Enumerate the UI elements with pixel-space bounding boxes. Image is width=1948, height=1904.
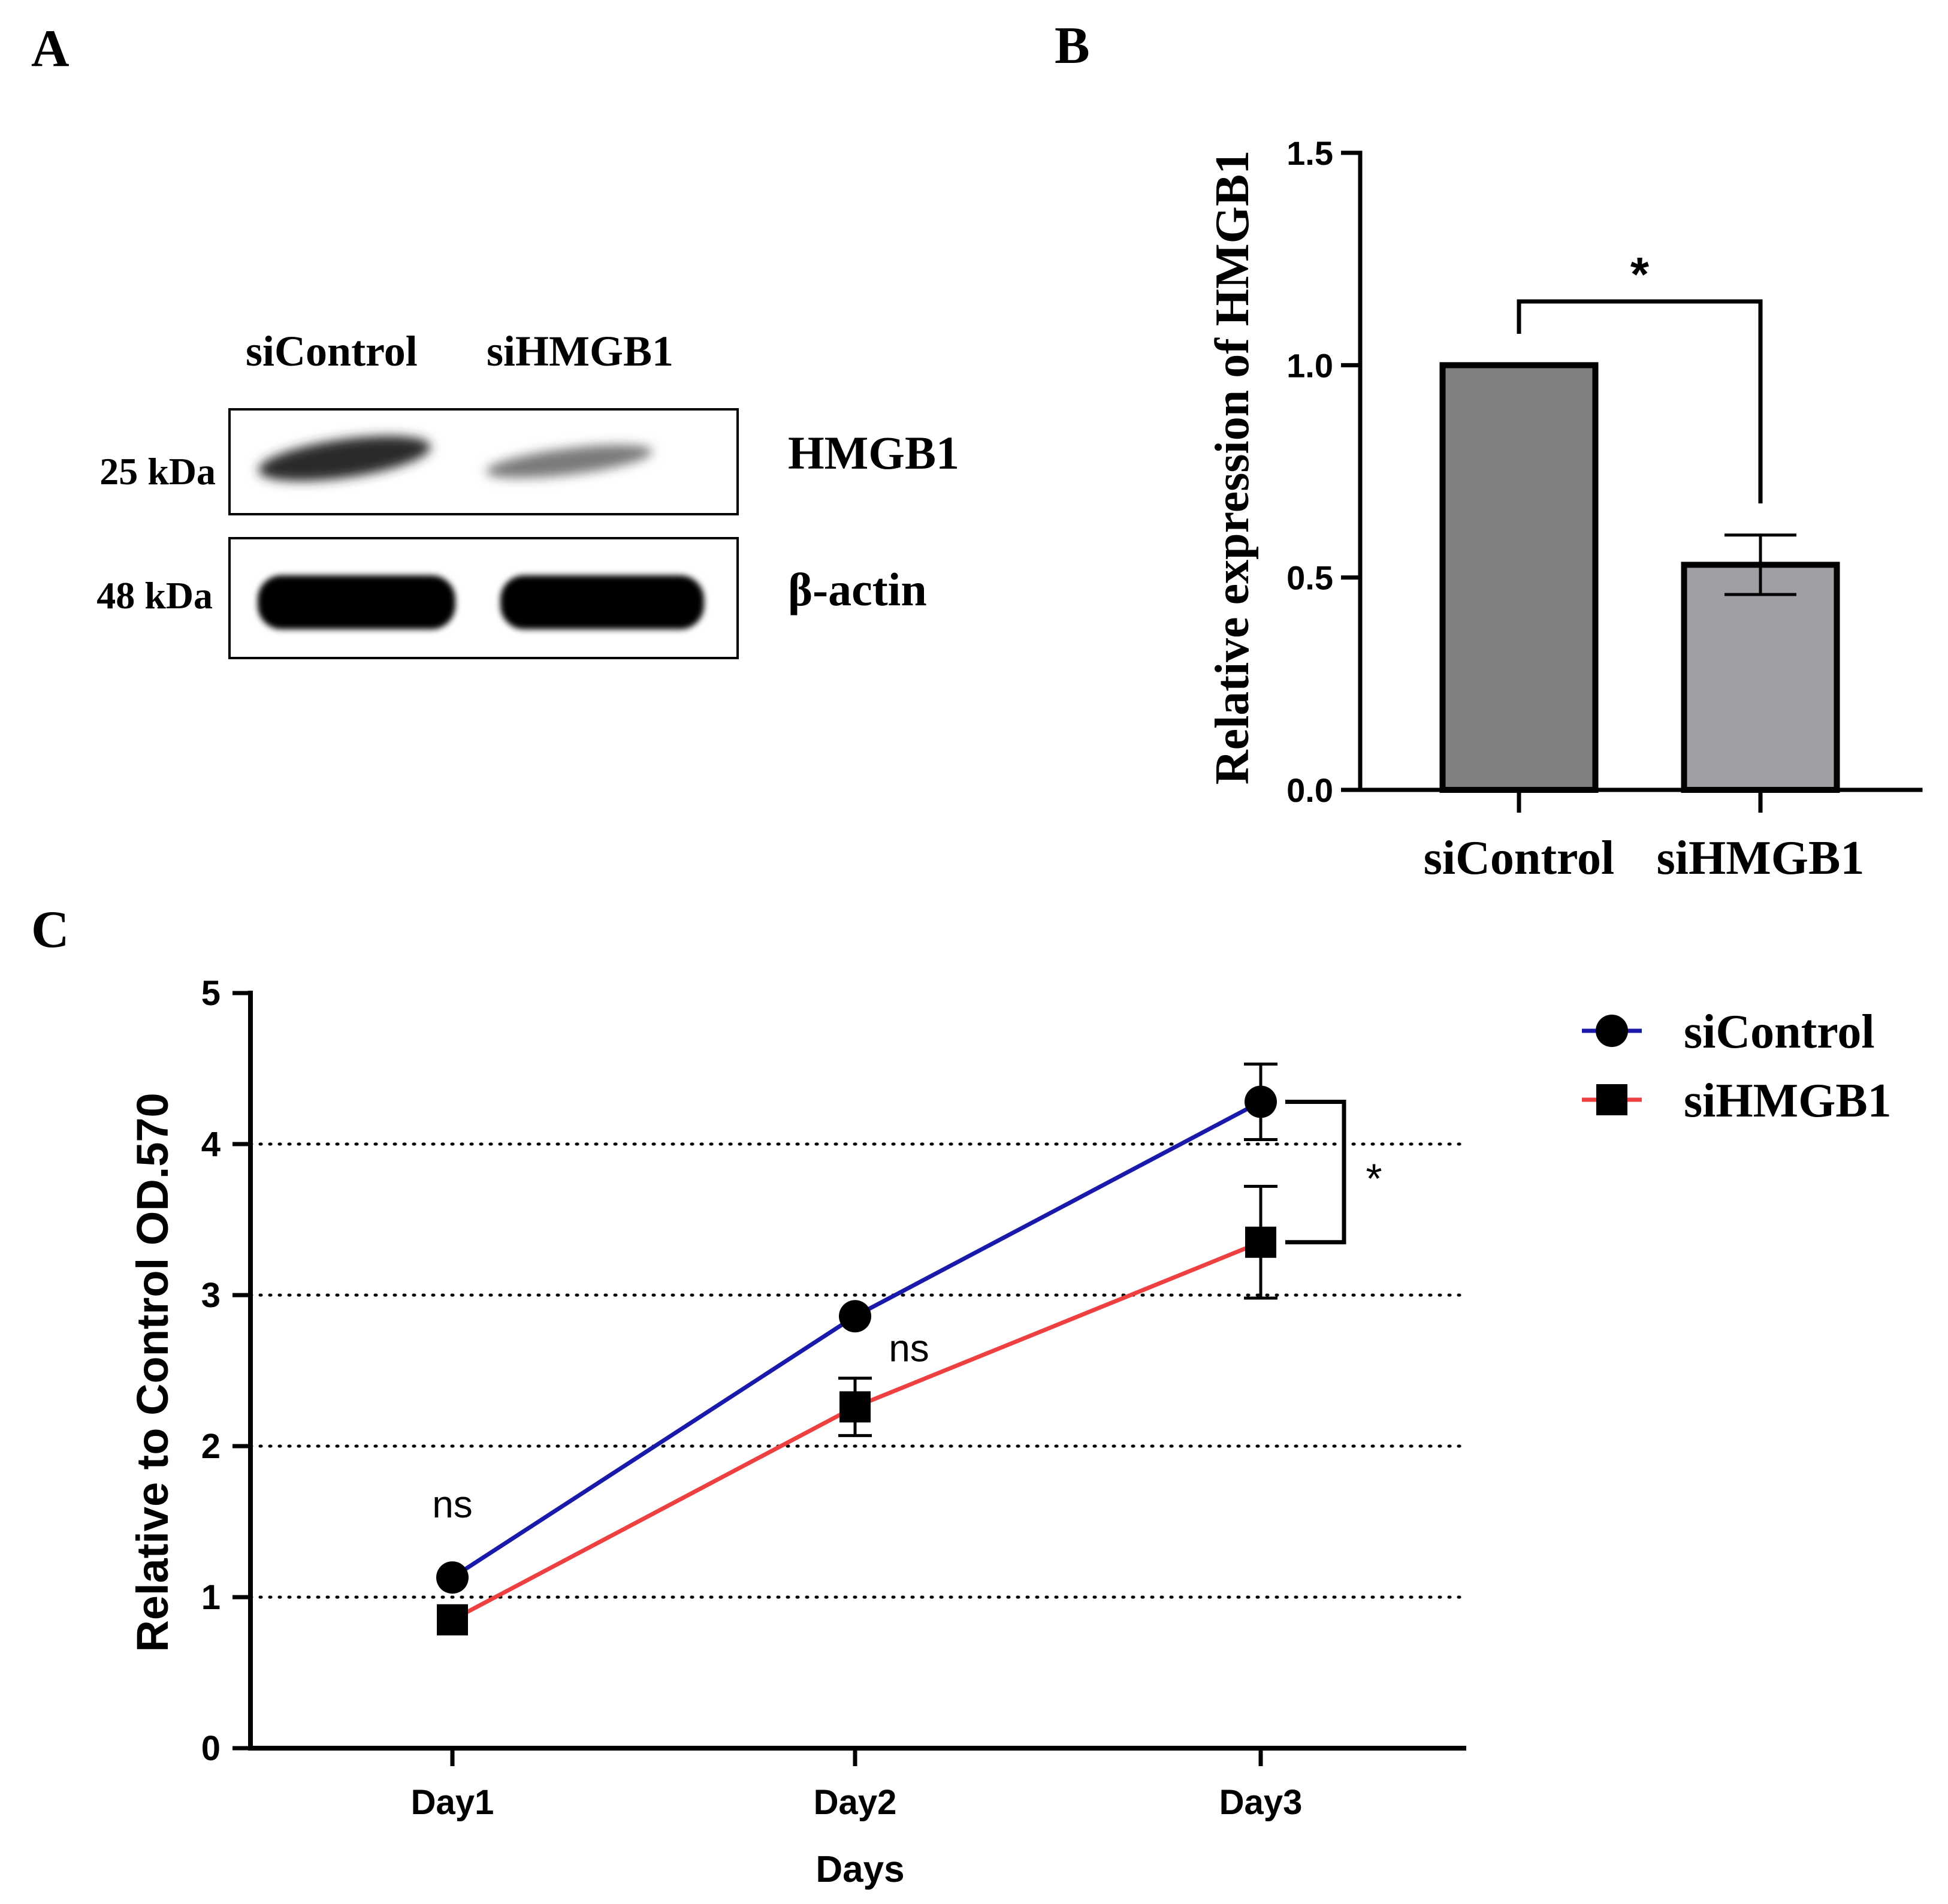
point-sihmgb1 (437, 1604, 468, 1636)
point-sicontrol (1245, 1085, 1277, 1118)
legend: siControl siHMGB1 (1582, 1006, 1892, 1127)
y-tick-label: 1.5 (1286, 134, 1333, 172)
point-sicontrol (839, 1300, 871, 1333)
panel-label-c: C (31, 901, 70, 959)
band-actin-sihmgb1 (500, 575, 704, 629)
y-tick-label: 1 (201, 1578, 221, 1617)
legend-marker-sihmgb1 (1596, 1084, 1627, 1115)
y-axis-label: Relative to Control OD.570 (128, 1093, 177, 1652)
y-tick-label: 0 (201, 1729, 221, 1768)
x-tick-label: siHMGB1 (1657, 832, 1865, 885)
y-tick-label: 0.0 (1286, 771, 1333, 809)
annotation-ns: ns (432, 1483, 473, 1526)
annotation-ns: ns (889, 1326, 929, 1369)
bar-chart: 0.0 0.5 1.0 1.5 siControl siHMGB1 * Relative… (1206, 134, 1923, 885)
y-tick-label: 5 (201, 974, 221, 1013)
bar-sicontrol (1439, 362, 1599, 793)
y-tick-label: 2 (201, 1427, 221, 1466)
x-tick-label: Day2 (814, 1783, 897, 1822)
size-label-25kda: 25 kDa (99, 450, 216, 493)
protein-label-actin: β-actin (788, 563, 927, 615)
x-tick-label: siControl (1424, 832, 1615, 885)
legend-label-sihmgb1: siHMGB1 (1684, 1075, 1892, 1127)
protein-label-hmgb1: HMGB1 (788, 427, 959, 479)
lane-label-sihmgb1: siHMGB1 (487, 327, 674, 375)
western-blot: siControl siHMGB1 25 kDa 48 kDa HMGB1 β-… (96, 327, 959, 659)
band-hmgb1-sihmgb1 (486, 445, 653, 478)
point-sihmgb1 (1245, 1226, 1276, 1258)
band-actin-sicontrol (258, 575, 455, 629)
significance-bracket (1285, 1099, 1346, 1245)
y-tick-label: 1.0 (1286, 346, 1333, 384)
significance-label: * (1366, 1155, 1382, 1202)
y-axis-label: Relative expression of HMGB1 (1206, 150, 1259, 784)
x-axis-label: Days (816, 1849, 904, 1890)
x-tick-label: Day3 (1219, 1783, 1303, 1822)
lane-label-sicontrol: siControl (246, 327, 418, 375)
point-sihmgb1 (839, 1391, 871, 1423)
series-line-sicontrol (451, 1100, 1262, 1580)
y-tick-label: 0.5 (1286, 559, 1333, 597)
legend-marker-sicontrol (1596, 1015, 1628, 1047)
bar-sihmgb1 (1681, 562, 1840, 793)
legend-label-sicontrol: siControl (1684, 1006, 1875, 1058)
line-chart: 0 1 2 3 4 5 Day1 Day2 Day3 ns ns * Days Relative … (128, 974, 1892, 1890)
panel-label-b: B (1055, 17, 1090, 75)
point-sicontrol (436, 1561, 469, 1594)
panel-label-a: A (31, 20, 70, 78)
significance-label: * (1630, 248, 1650, 301)
band-hmgb1-sicontrol (258, 436, 431, 481)
y-tick-label: 3 (201, 1276, 221, 1315)
size-label-48kda: 48 kDa (96, 574, 213, 617)
significance-bracket (1517, 299, 1763, 503)
x-tick-label: Day1 (411, 1783, 494, 1822)
y-tick-label: 4 (201, 1125, 221, 1164)
